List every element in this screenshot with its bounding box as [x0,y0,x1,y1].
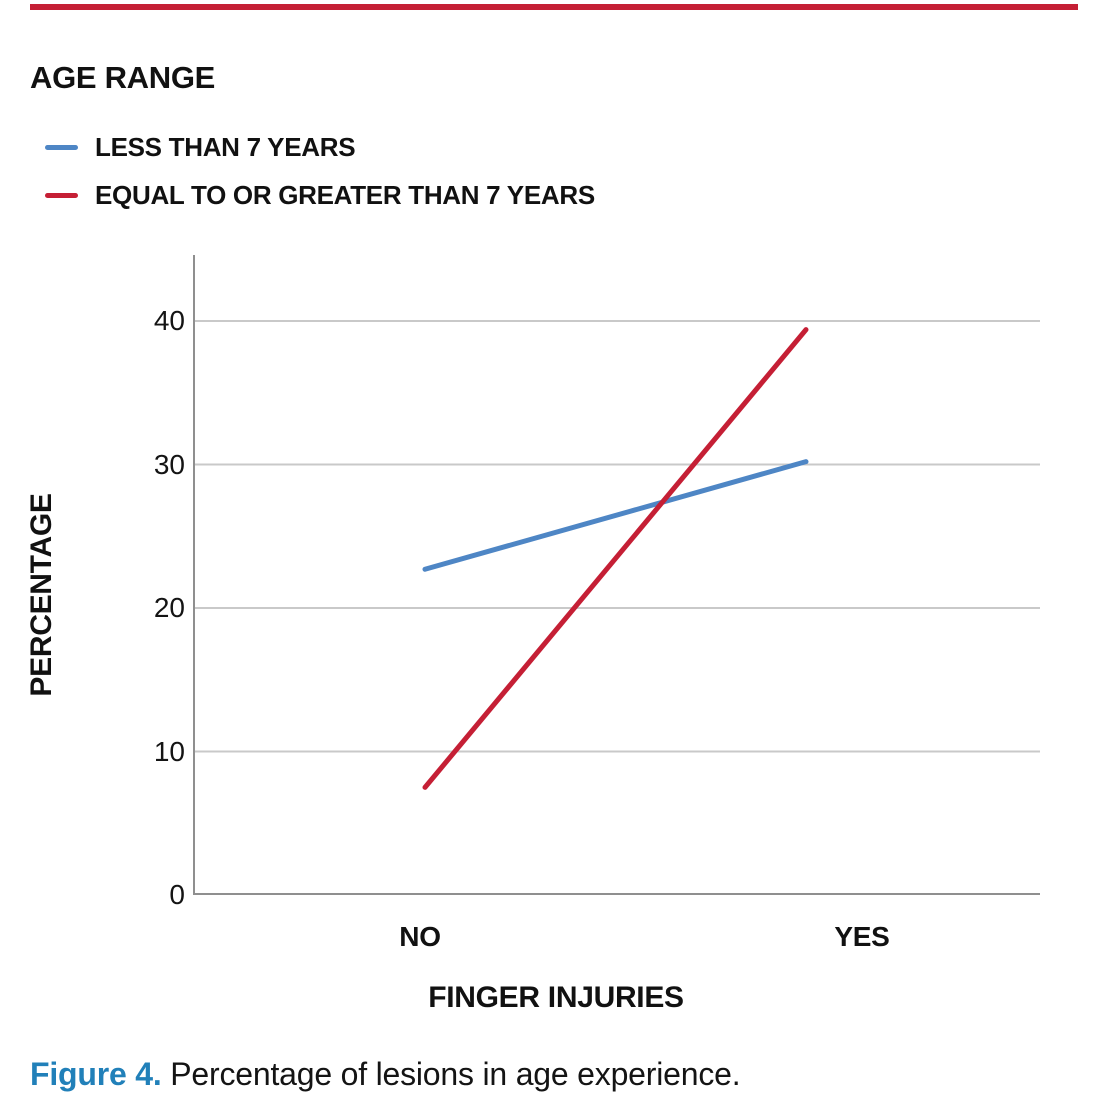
legend-item-less-than-7: LESS THAN 7 YEARS [45,131,356,162]
figure-caption-label: Figure 4. [30,1056,162,1092]
y-tick-label-40: 40 [153,305,185,336]
legend-swatch-blue-line-icon [45,144,78,150]
x-category-label-yes: YES [834,921,890,952]
figure-caption-text: Percentage of lesions in age experience. [161,1056,741,1092]
y-tick-label-0: 0 [169,879,185,910]
y-axis-title: PERCENTAGE [25,493,58,697]
plot-area [193,255,1040,895]
x-axis-title: FINGER INJURIES [428,981,684,1014]
series-line-0 [422,459,809,572]
series-line-1 [422,327,809,790]
figure-caption: Figure 4. Percentage of lesions in age e… [30,1056,741,1093]
y-tick-label-10: 10 [153,735,185,767]
legend-title: AGE RANGE [30,60,216,95]
y-tick-label-20: 20 [153,592,185,623]
legend-item-greater-than-7: EQUAL TO OR GREATER THAN 7 YEARS [45,180,595,210]
legend-swatch-red-line-icon [45,192,78,198]
figure-top-rule [30,4,1078,10]
legend-item-label: LESS THAN 7 YEARS [95,131,356,162]
y-tick-label-30: 30 [153,448,185,480]
x-category-label-no: NO [399,921,441,952]
legend-item-label: EQUAL TO OR GREATER THAN 7 YEARS [95,179,595,210]
